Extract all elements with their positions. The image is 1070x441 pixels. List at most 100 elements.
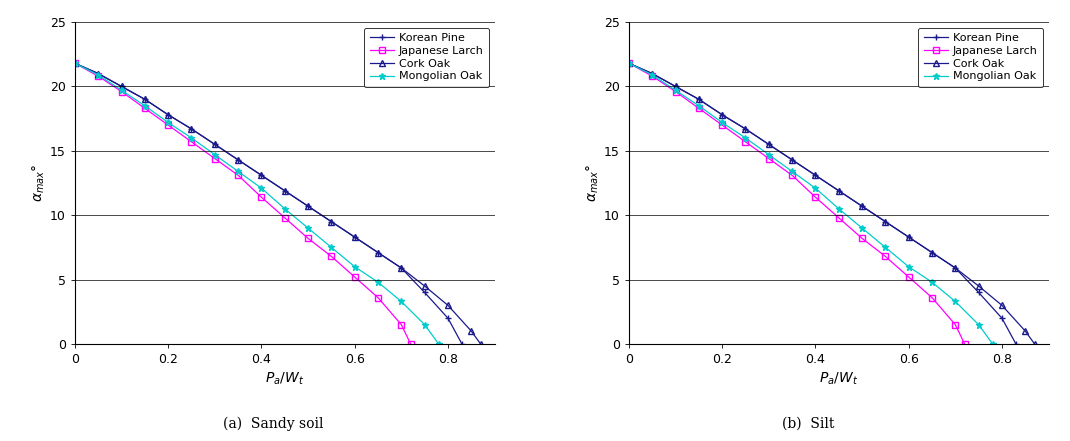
Japanese Larch <box>623 60 636 66</box>
X-axis label: $P_a/W_t$: $P_a/W_t$ <box>820 370 858 387</box>
Japanese Larch <box>763 156 776 161</box>
Japanese Larch <box>302 236 315 241</box>
Mongolian Oak <box>116 88 128 93</box>
Cork Oak <box>692 97 705 102</box>
Mongolian Oak <box>162 120 174 125</box>
Mongolian Oak <box>785 169 798 174</box>
Korean Pine <box>185 126 198 131</box>
Mongolian Oak <box>432 341 445 347</box>
Korean Pine <box>973 290 985 295</box>
Cork Oak <box>902 235 915 240</box>
Cork Oak <box>325 219 338 224</box>
Mongolian Oak <box>302 225 315 231</box>
Line: Cork Oak: Cork Oak <box>72 60 484 347</box>
Japanese Larch <box>348 274 361 280</box>
Line: Korean Pine: Korean Pine <box>72 60 465 348</box>
Mongolian Oak <box>646 72 659 78</box>
Y-axis label: $\alpha _{max}$°: $\alpha _{max}$° <box>585 164 601 202</box>
Mongolian Oak <box>209 152 221 157</box>
Cork Oak <box>232 157 245 162</box>
Mongolian Oak <box>185 135 198 141</box>
Japanese Larch <box>949 322 962 327</box>
Korean Pine <box>623 60 636 66</box>
Korean Pine <box>371 250 384 255</box>
Mongolian Oak <box>255 186 268 191</box>
Line: Mongolian Oak: Mongolian Oak <box>72 60 442 348</box>
Text: (b)  Silt: (b) Silt <box>782 417 834 431</box>
Cork Oak <box>371 250 384 255</box>
Cork Oak <box>949 265 962 271</box>
Japanese Larch <box>278 215 291 220</box>
Cork Oak <box>1028 341 1041 347</box>
Cork Oak <box>973 284 985 289</box>
Korean Pine <box>302 204 315 209</box>
Mongolian Oak <box>623 60 636 66</box>
Cork Oak <box>68 60 81 66</box>
Mongolian Oak <box>232 169 245 174</box>
Mongolian Oak <box>348 264 361 269</box>
Y-axis label: $\alpha _{max}$°: $\alpha _{max}$° <box>31 164 47 202</box>
Japanese Larch <box>692 106 705 111</box>
Korean Pine <box>162 112 174 117</box>
Cork Oak <box>474 341 487 347</box>
Line: Japanese Larch: Japanese Larch <box>72 60 413 347</box>
Cork Oak <box>209 142 221 147</box>
Japanese Larch <box>832 215 845 220</box>
Cork Oak <box>995 303 1008 308</box>
Korean Pine <box>763 142 776 147</box>
Mongolian Oak <box>325 245 338 250</box>
Japanese Larch <box>371 295 384 300</box>
Line: Korean Pine: Korean Pine <box>626 60 1020 348</box>
Japanese Larch <box>325 254 338 259</box>
Cork Oak <box>669 84 682 89</box>
Korean Pine <box>716 112 729 117</box>
Mongolian Oak <box>832 206 845 211</box>
Cork Oak <box>646 71 659 76</box>
Cork Oak <box>878 219 891 224</box>
Korean Pine <box>456 341 469 347</box>
Korean Pine <box>92 71 105 76</box>
Korean Pine <box>395 265 408 271</box>
Cork Oak <box>302 204 315 209</box>
Cork Oak <box>1019 329 1031 334</box>
Japanese Larch <box>68 60 81 66</box>
Cork Oak <box>278 188 291 194</box>
Japanese Larch <box>809 194 822 200</box>
Korean Pine <box>209 142 221 147</box>
Japanese Larch <box>92 74 105 79</box>
Japanese Larch <box>878 254 891 259</box>
Mongolian Oak <box>68 60 81 66</box>
Cork Oak <box>92 71 105 76</box>
Japanese Larch <box>716 123 729 128</box>
Mongolian Oak <box>987 341 999 347</box>
Korean Pine <box>646 71 659 76</box>
Cork Oak <box>716 112 729 117</box>
Mongolian Oak <box>878 245 891 250</box>
Cork Oak <box>926 250 938 255</box>
Text: (a)  Sandy soil: (a) Sandy soil <box>223 416 323 431</box>
Korean Pine <box>785 157 798 162</box>
Korean Pine <box>418 290 431 295</box>
Japanese Larch <box>232 172 245 178</box>
Cork Oak <box>763 142 776 147</box>
Mongolian Oak <box>856 225 869 231</box>
Korean Pine <box>878 219 891 224</box>
Legend: Korean Pine, Japanese Larch, Cork Oak, Mongolian Oak: Korean Pine, Japanese Larch, Cork Oak, M… <box>918 28 1043 87</box>
Japanese Larch <box>138 106 151 111</box>
Japanese Larch <box>162 123 174 128</box>
Mongolian Oak <box>973 322 985 327</box>
Cork Oak <box>739 126 752 131</box>
Korean Pine <box>669 84 682 89</box>
Japanese Larch <box>116 89 128 94</box>
Korean Pine <box>232 157 245 162</box>
Korean Pine <box>995 316 1008 321</box>
Line: Japanese Larch: Japanese Larch <box>626 60 967 347</box>
Korean Pine <box>116 84 128 89</box>
Cork Oak <box>832 188 845 194</box>
Mongolian Oak <box>138 103 151 108</box>
Japanese Larch <box>926 295 938 300</box>
Korean Pine <box>138 97 151 102</box>
Korean Pine <box>832 188 845 194</box>
Cork Oak <box>785 157 798 162</box>
Korean Pine <box>949 265 962 271</box>
